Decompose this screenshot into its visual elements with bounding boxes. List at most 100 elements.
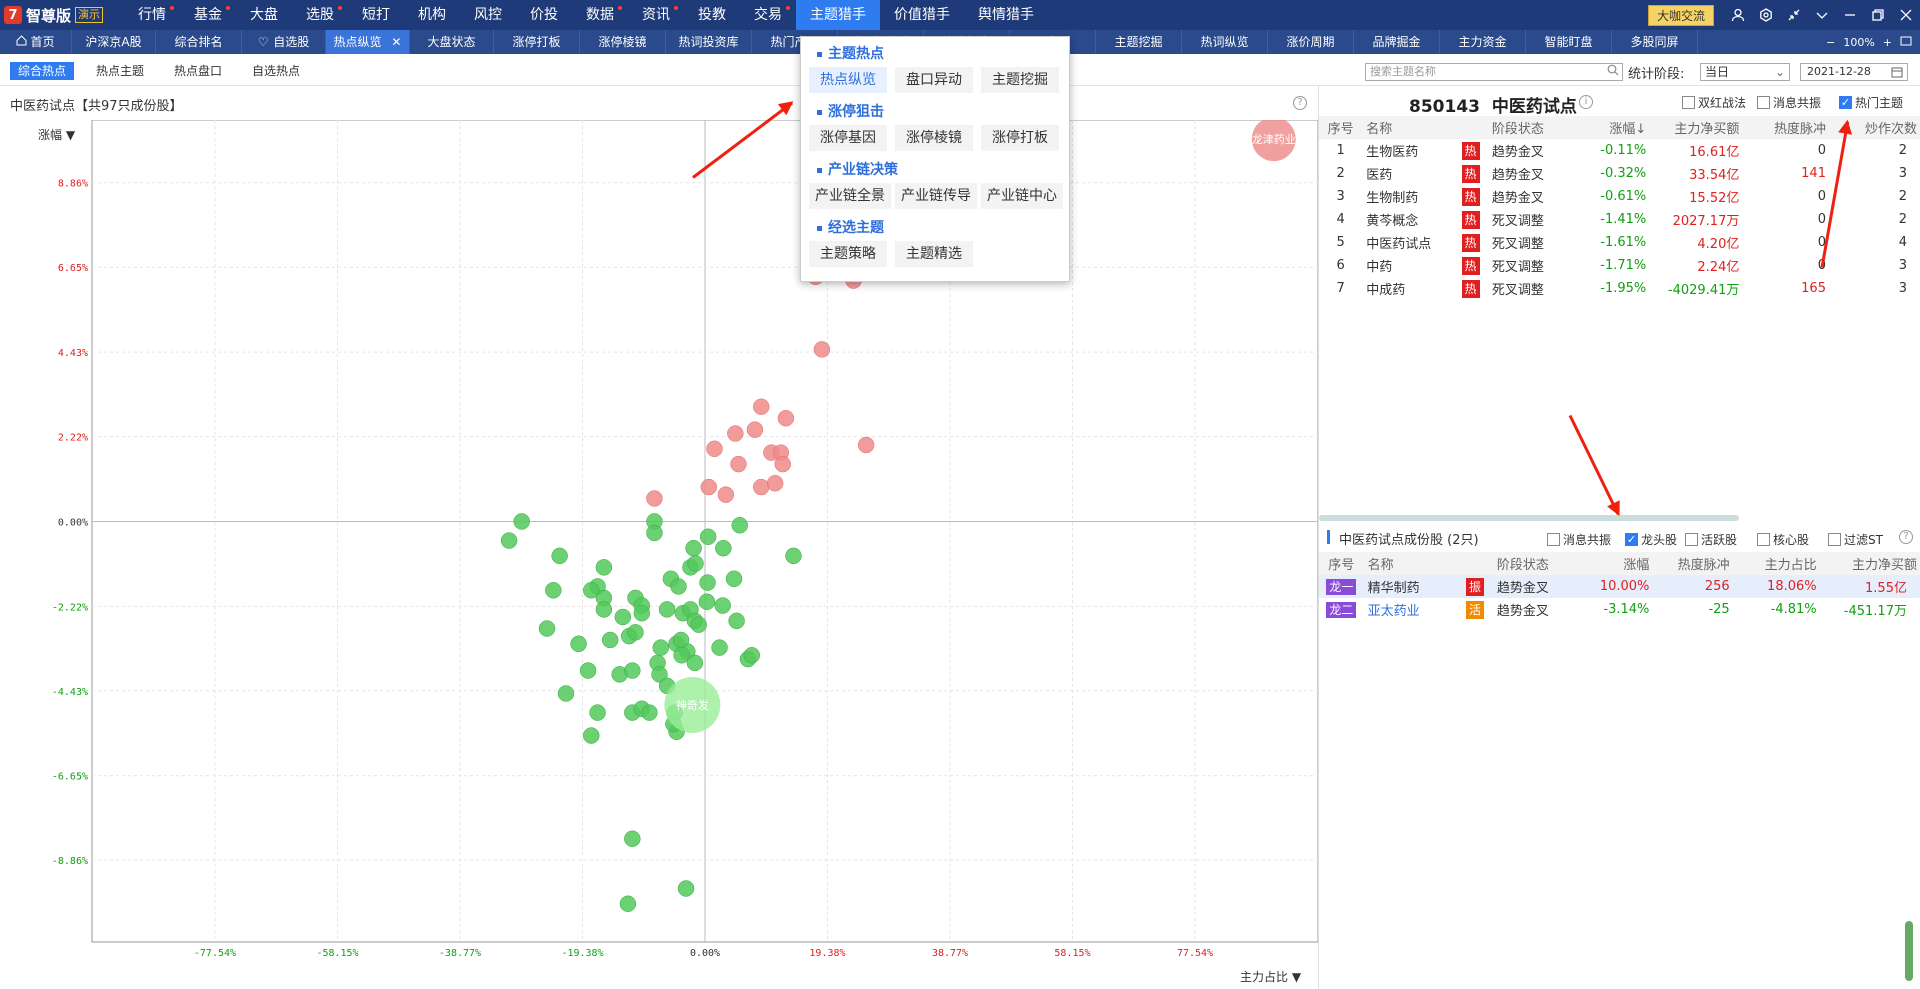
table-row[interactable]: 4 黄芩概念热死叉调整 -1.41% 2027.17万 0 2 [1319, 208, 1920, 231]
date-field[interactable]: 2021-12-28 [1800, 63, 1908, 81]
tab-item[interactable]: 涨停棱镜 [580, 30, 666, 54]
dropdown-item[interactable]: 产业链中心 [981, 183, 1063, 209]
dropdown-item[interactable]: 主题精选 [895, 241, 973, 267]
theme-name-cell[interactable]: 生物医药 [1366, 145, 1419, 160]
column-header[interactable]: 涨幅↓ [1574, 116, 1651, 139]
calendar-icon[interactable] [1891, 66, 1903, 83]
dropdown-item[interactable]: 产业链传导 [895, 183, 977, 209]
tab-item[interactable]: 品牌掘金 [1354, 30, 1440, 54]
menu-item[interactable]: 主题猎手 [796, 0, 880, 30]
menu-item[interactable]: 大盘 [236, 0, 292, 30]
minimize-icon[interactable] [1836, 0, 1864, 30]
tab-item[interactable]: 涨停打板 [494, 30, 580, 54]
subtab-item[interactable]: 热点盘口 [174, 64, 223, 78]
table-row[interactable]: 龙二 亚太药业 活趋势金叉 -3.14% -25 -4.81% -451.17万 [1319, 598, 1920, 621]
horizontal-scrollbar[interactable] [1319, 515, 1739, 521]
tab-item[interactable]: 热词纵览 [1182, 30, 1268, 54]
column-header[interactable] [1457, 552, 1493, 575]
table-row[interactable]: 2 医药热趋势金叉 -0.32% 33.54亿 141 3 [1319, 162, 1920, 185]
dropdown-item[interactable]: 涨停基因 [809, 125, 887, 151]
dropdown-item[interactable]: 涨停棱镜 [895, 125, 973, 151]
checkbox-box[interactable] [1547, 533, 1560, 546]
chevron-down-icon[interactable] [1808, 0, 1836, 30]
filter-checkbox[interactable]: ✓ 热门主题 [1839, 94, 1903, 111]
y-axis-selector[interactable]: 涨幅 ▼ [38, 128, 76, 142]
tab-item[interactable]: 智能盯盘 [1526, 30, 1612, 54]
column-header[interactable]: 阶段状态 [1487, 116, 1575, 139]
help-icon[interactable]: ? [1899, 530, 1913, 544]
dropdown-item[interactable]: 主题挖掘 [981, 67, 1059, 93]
close-icon[interactable] [1892, 0, 1920, 30]
filter-checkbox[interactable]: 消息共振 [1757, 94, 1821, 111]
column-header[interactable]: 名称 [1362, 116, 1454, 139]
menu-item[interactable]: 风控 [460, 0, 516, 30]
column-header[interactable]: 涨幅 [1582, 552, 1654, 575]
column-header[interactable]: 热度脉冲 [1653, 552, 1734, 575]
filter-checkbox[interactable]: 双红战法 [1682, 94, 1746, 111]
help-icon[interactable]: ? [1293, 96, 1307, 110]
table-row[interactable]: 5 中医药试点热死叉调整 -1.61% 4.20亿 0 4 [1319, 231, 1920, 254]
menu-item[interactable]: 舆情猎手 [964, 0, 1048, 30]
menu-item[interactable]: 基金 [180, 0, 236, 30]
tab-item[interactable]: ♡ 自选股 [242, 30, 326, 54]
settings-icon[interactable] [1752, 0, 1780, 30]
shrink-icon[interactable] [1780, 0, 1808, 30]
tab-item[interactable]: 热词投资库 [666, 30, 752, 54]
filter-checkbox[interactable]: 消息共振 [1547, 531, 1611, 548]
table-row[interactable]: 7 中成药热死叉调整 -1.95% -4029.41万 165 3 [1319, 277, 1920, 300]
filter-checkbox[interactable]: 过滤ST [1828, 531, 1883, 548]
tab-item[interactable]: 主力资金 [1440, 30, 1526, 54]
menu-item[interactable]: 交易 [740, 0, 796, 30]
theme-name-cell[interactable]: 黄芩概念 [1366, 214, 1419, 229]
zoom-in-icon[interactable]: + [1882, 35, 1892, 49]
column-header[interactable]: 序号 [1319, 116, 1363, 139]
checkbox-box[interactable] [1682, 96, 1695, 109]
zoom-out-icon[interactable]: − [1826, 35, 1836, 49]
theme-name-cell[interactable]: 中成药 [1366, 283, 1406, 298]
stat-period-select[interactable]: 当日 ⌄ [1700, 63, 1790, 81]
theme-search-input[interactable]: 搜索主题名称 [1365, 63, 1623, 81]
theme-name-cell[interactable]: 医药 [1366, 168, 1393, 183]
subtab-item[interactable]: 热点主题 [96, 64, 145, 78]
theme-name-cell[interactable]: 中药 [1366, 260, 1393, 275]
tab-item[interactable]: 大盘状态 [410, 30, 494, 54]
tab-list-icon[interactable] [1900, 35, 1912, 50]
tab-item[interactable]: 主题挖掘 [1096, 30, 1182, 54]
menu-item[interactable]: 机构 [404, 0, 460, 30]
checkbox-box[interactable] [1757, 533, 1770, 546]
checkbox-box[interactable] [1685, 533, 1698, 546]
tab-item[interactable]: 热点纵览 ✕ [326, 30, 410, 54]
theme-name-cell[interactable]: 生物制药 [1366, 191, 1419, 206]
checkbox-box[interactable] [1828, 533, 1841, 546]
subtab-item[interactable]: 自选热点 [252, 64, 301, 78]
tab-item[interactable]: 沪深京A股 [72, 30, 156, 54]
column-header[interactable]: 热度脉冲 [1743, 116, 1830, 139]
menu-item[interactable]: 资讯 [628, 0, 684, 30]
daka-button[interactable]: 大咖交流 [1647, 4, 1714, 26]
column-header[interactable]: 主力净买额 [1650, 116, 1744, 139]
column-header[interactable]: 主力占比 [1733, 552, 1821, 575]
stock-name[interactable]: 亚太药业 [1367, 604, 1420, 619]
column-header[interactable]: 序号 [1319, 552, 1364, 575]
restore-icon[interactable] [1864, 0, 1892, 30]
filter-checkbox[interactable]: ✓ 龙头股 [1625, 531, 1677, 548]
vertical-scrollbar[interactable] [1905, 921, 1913, 981]
dropdown-item[interactable]: 产业链全景 [809, 183, 891, 209]
tab-item[interactable]: 综合排名 [156, 30, 242, 54]
column-header[interactable]: 名称 [1363, 552, 1458, 575]
dropdown-item[interactable]: 主题策略 [809, 241, 887, 267]
menu-item[interactable]: 短打 [348, 0, 404, 30]
column-header[interactable]: 阶段状态 [1492, 552, 1583, 575]
menu-item[interactable]: 行情 [124, 0, 180, 30]
tab-item[interactable]: 首页 [0, 30, 72, 54]
menu-item[interactable]: 投教 [684, 0, 740, 30]
menu-item[interactable]: 价投 [516, 0, 572, 30]
theme-name-cell[interactable]: 中医药试点 [1366, 237, 1432, 252]
filter-checkbox[interactable]: 核心股 [1757, 531, 1809, 548]
user-icon[interactable] [1724, 0, 1752, 30]
close-tab-icon[interactable]: ✕ [387, 35, 402, 49]
tab-item[interactable]: 多股同屏 [1612, 30, 1698, 54]
x-axis-selector[interactable]: 主力占比 ▼ [1240, 970, 1302, 984]
tab-item[interactable]: 涨价周期 [1268, 30, 1354, 54]
